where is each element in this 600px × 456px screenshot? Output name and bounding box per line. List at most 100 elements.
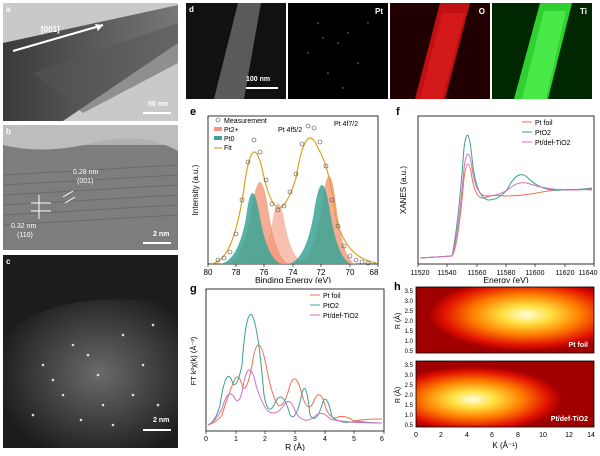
lattice-p2: (110)	[17, 232, 33, 239]
wavelet-maps-h: Pt foil Pt/def-TiO2 0.5 1.0 1.5 2.0 2.5 …	[392, 281, 598, 451]
o-map-label: O	[478, 7, 485, 16]
scale-bar-label-c: 2 nm	[153, 417, 170, 424]
wt-ytick: 1.0	[405, 339, 414, 345]
wt-ytick: 0.5	[405, 423, 414, 429]
xps-peak-label-2: Pt 4f7/2	[334, 121, 358, 128]
wt-ytick: 1.5	[405, 403, 414, 409]
wt-ylabel-bottom: R (Å)	[393, 387, 402, 403]
xanes-legend-pto2: PtO2	[535, 130, 551, 137]
wt-xtick: 6	[490, 432, 494, 439]
xps-legend-pt2: Pt2+	[224, 127, 239, 134]
xps-xtick: 76	[260, 268, 269, 277]
panel-letter-c: c	[6, 257, 11, 266]
wt-ytick: 3.5	[405, 363, 414, 369]
tem-image-b: b 0.28 nm (001) 0.32 nm (110) 2 nm	[3, 125, 178, 250]
xanes-svg: 11520 11540 11560 11580 11600 11620 1164…	[399, 115, 598, 285]
wt-ytick: 3.5	[405, 289, 414, 295]
wt-ytick: 2.0	[405, 319, 414, 325]
exafs-xtick: 0	[204, 436, 208, 443]
xps-xlabel: Binding Energy (eV)	[255, 275, 331, 283]
xanes-xtick: 11560	[468, 270, 487, 277]
wt-xtick: 10	[539, 432, 547, 439]
ti-map-label: Ti	[580, 7, 587, 16]
exafs-ylabel: FT k²χ(k) (Å⁻³)	[189, 336, 198, 385]
exafs-svg: 0 1 2 3 4 5 6 R (Å) FT k²χ(k) (Å⁻³) Pt f…	[189, 288, 385, 452]
xanes-legend-def: Pt/def-TiO2	[535, 140, 571, 147]
lattice-p1: (001)	[77, 178, 94, 185]
panel-letter-a: a	[6, 5, 11, 14]
exafs-xtick: 5	[352, 436, 356, 443]
xps-chart-e: 80 78 76 74 72 70 68 Binding Energy (eV)…	[186, 106, 386, 285]
xanes-xtick: 11520	[411, 270, 430, 277]
panel-letter-f: f	[396, 106, 400, 118]
panel-letter-b: b	[6, 127, 11, 136]
tem-image-a: a [001] 50 nm	[3, 3, 178, 121]
exafs-xtick: 6	[380, 436, 384, 443]
wt-ytick: 1.0	[405, 413, 414, 419]
o-map-tile: O	[390, 3, 490, 99]
exafs-chart-g: 0 1 2 3 4 5 6 R (Å) FT k²χ(k) (Å⁻³) Pt f…	[186, 283, 386, 452]
xanes-chart-f: 11520 11540 11560 11580 11600 11620 1164…	[392, 106, 598, 285]
eds-maps-d: d 100 nm Pt O Ti	[186, 0, 598, 102]
ti-map-tile: Ti	[492, 3, 592, 99]
scale-bar-label-d: 100 nm	[246, 76, 271, 83]
lattice-d2: 0.32 nm	[11, 223, 37, 230]
exafs-xtick: 4	[323, 436, 327, 443]
wt-ytick: 3.0	[405, 299, 414, 305]
exafs-legend-pto2: PtO2	[323, 303, 339, 310]
exafs-legend-foil: Pt foil	[323, 293, 341, 300]
wt-ytick: 2.5	[405, 309, 414, 315]
wt-ytick: 0.5	[405, 349, 414, 355]
xps-ylabel: Intensity (a.u.)	[191, 164, 200, 215]
xanes-xtick: 11620	[556, 270, 575, 277]
wt-xtick: 2	[439, 432, 443, 439]
wt-ytick: 2.5	[405, 383, 414, 389]
wt-xtick: 8	[516, 432, 520, 439]
xps-xtick: 80	[204, 268, 213, 277]
pt-map-label: Pt	[375, 7, 383, 16]
xps-legend-fit: Fit	[224, 145, 232, 152]
wt-xtick: 12	[565, 432, 573, 439]
xps-legend-measurement: Measurement	[224, 118, 267, 125]
direction-label: [001]	[41, 25, 60, 34]
panel-letter-e: e	[190, 106, 197, 118]
wt-xlabel: K (Å⁻¹)	[492, 441, 517, 450]
exafs-legend-def: Pt/def-TiO2	[323, 313, 359, 320]
xanes-legend-foil: Pt foil	[535, 120, 553, 127]
xps-xtick: 72	[317, 268, 326, 277]
panel-letter-d: d	[189, 5, 194, 14]
wt-ylabel-top: R (Å)	[393, 313, 402, 329]
wt-ytick: 2.0	[405, 393, 414, 399]
xanes-xtick: 11540	[438, 270, 457, 277]
xps-xtick: 74	[289, 268, 298, 277]
scale-bar-label-a: 50 nm	[148, 101, 169, 108]
wt-xtick: 0	[414, 432, 418, 439]
xanes-xtick: 11640	[579, 270, 598, 277]
wt-ytick: 3.0	[405, 373, 414, 379]
haadf-image-c: c 2 nm	[3, 255, 178, 448]
pt-map-tile: Pt	[288, 3, 388, 99]
wt-ytick: 1.5	[405, 329, 414, 335]
xps-peak-label-1: Pt 4f5/2	[278, 127, 302, 134]
exafs-xlabel: R (Å)	[285, 442, 305, 451]
xps-xtick: 70	[346, 268, 355, 277]
panel-letter-g: g	[190, 283, 197, 295]
xanes-xlabel: Energy (eV)	[483, 275, 529, 283]
wt-xtick: 4	[465, 432, 469, 439]
wt-xtick: 14	[587, 432, 595, 439]
exafs-xtick: 1	[234, 436, 238, 443]
lattice-d1: 0.28 nm	[73, 169, 99, 176]
exafs-xtick: 3	[293, 436, 297, 443]
panel-letter-h: h	[394, 281, 401, 293]
xanes-xtick: 11580	[497, 270, 516, 277]
xps-legend-pt0: Pt0	[224, 136, 235, 143]
scale-bar-label-b: 2 nm	[153, 231, 170, 238]
exafs-xtick: 2	[263, 436, 267, 443]
wt-top-label: Pt foil	[569, 342, 588, 349]
wt-bottom-label: Pt/def-TiO2	[551, 416, 588, 423]
wavelet-svg: Pt foil Pt/def-TiO2 0.5 1.0 1.5 2.0 2.5 …	[393, 286, 595, 450]
xps-xtick: 78	[232, 268, 241, 277]
xanes-xtick: 11600	[526, 270, 545, 277]
haadf-tile: d 100 nm	[186, 3, 286, 99]
xps-xtick: 68	[370, 268, 379, 277]
